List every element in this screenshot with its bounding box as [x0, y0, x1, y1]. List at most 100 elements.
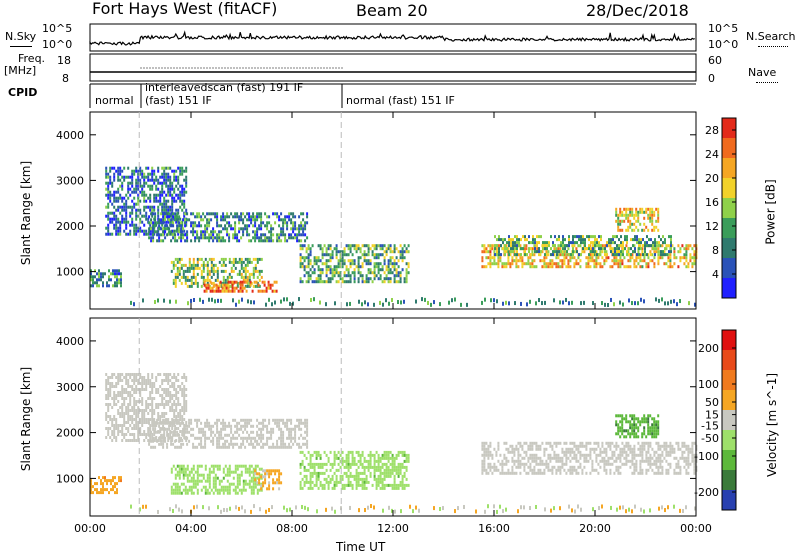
- echo-cell: [347, 480, 350, 484]
- echo-cell: [135, 178, 138, 182]
- echo-cell: [148, 421, 151, 425]
- noise-cell: [643, 299, 645, 304]
- echo-cell: [353, 247, 356, 251]
- echo-cell: [343, 471, 346, 475]
- echo-cell: [123, 397, 126, 400]
- echo-cell: [670, 241, 672, 245]
- echo-cell: [178, 476, 181, 480]
- echo-cell: [147, 397, 150, 400]
- echo-cell: [655, 250, 658, 254]
- echo-cell: [244, 427, 247, 431]
- echo-cell: [131, 220, 134, 224]
- echo-cell: [309, 486, 312, 490]
- echo-cell: [177, 208, 180, 212]
- echo-cell: [278, 481, 281, 485]
- noise-cell: [325, 302, 327, 307]
- echo-cell: [161, 181, 164, 185]
- echo-cell: [231, 283, 234, 287]
- echo-cell: [375, 459, 378, 463]
- echo-cell: [244, 470, 247, 474]
- echo-cell: [664, 253, 666, 257]
- echo-cell: [539, 253, 542, 257]
- echo-cell: [123, 412, 126, 415]
- echo-cell: [163, 388, 166, 391]
- echo-cell: [635, 225, 638, 229]
- echo-cell: [660, 250, 662, 254]
- echo-cell: [379, 465, 382, 469]
- echo-cell: [609, 447, 612, 451]
- echo-cell: [296, 236, 299, 240]
- echo-cell: [238, 488, 241, 492]
- echo-cell: [178, 257, 181, 261]
- echo-cell: [137, 214, 140, 218]
- echo-cell: [178, 421, 181, 425]
- echo-cell: [244, 418, 247, 422]
- echo-cell: [116, 491, 118, 495]
- echo-cell: [244, 436, 247, 440]
- echo-cell: [196, 266, 199, 270]
- echo-cell: [150, 239, 153, 243]
- echo-cell: [133, 391, 136, 394]
- echo-cell: [127, 409, 130, 412]
- echo-cell: [347, 271, 350, 275]
- echo-cell: [315, 256, 318, 260]
- echo-cell: [369, 247, 372, 251]
- echo-cell: [507, 468, 510, 472]
- echo-cell: [107, 217, 110, 221]
- echo-cell: [305, 271, 308, 275]
- echo-cell: [129, 214, 132, 218]
- echo-cell: [589, 447, 592, 451]
- echo-cell: [397, 462, 400, 466]
- echo-cell: [137, 169, 140, 173]
- echo-cell: [377, 256, 380, 260]
- echo-cell: [175, 415, 178, 418]
- echo-cell: [498, 247, 500, 251]
- echo-cell: [401, 253, 404, 257]
- echo-cell: [303, 244, 306, 248]
- echo-band: [90, 269, 122, 288]
- echo-cell: [530, 247, 532, 251]
- echo-cell: [270, 472, 273, 476]
- echo-cell: [185, 208, 188, 212]
- echo-cell: [150, 227, 153, 231]
- echo-cell: [190, 224, 193, 228]
- echo-cell: [367, 468, 370, 472]
- echo-cell: [504, 238, 506, 242]
- echo-cell: [139, 211, 142, 215]
- echo-cell: [553, 441, 556, 445]
- echo-cell: [585, 265, 588, 269]
- echo-cell: [141, 418, 144, 421]
- echo-cell: [240, 427, 243, 431]
- echo-cell: [226, 221, 229, 225]
- echo-cell: [621, 210, 624, 214]
- echo-cell: [573, 444, 576, 448]
- echo-cell: [645, 262, 648, 266]
- echo-cell: [157, 415, 160, 418]
- echo-cell: [632, 238, 634, 242]
- echo-cell: [160, 212, 163, 216]
- echo-cell: [321, 247, 324, 251]
- echo-cell: [135, 226, 138, 230]
- echo-cell: [202, 236, 205, 240]
- echo-cell: [584, 241, 586, 245]
- echo-cell: [634, 235, 636, 239]
- echo-cell: [260, 473, 263, 477]
- echo-cell: [489, 259, 492, 263]
- echo-cell: [397, 259, 400, 263]
- echo-cell: [177, 373, 180, 376]
- echo-cell: [401, 268, 404, 272]
- echo-cell: [523, 441, 526, 445]
- echo-cell: [317, 453, 320, 457]
- echo-cell: [159, 190, 162, 194]
- echo-cell: [385, 471, 388, 475]
- echo-cell: [113, 226, 116, 230]
- echo-cell: [186, 430, 189, 434]
- echo-cell: [313, 280, 316, 284]
- echo-cell: [190, 485, 193, 489]
- echo-cell: [329, 468, 332, 472]
- echo-cell: [379, 480, 382, 484]
- echo-cell: [399, 468, 402, 472]
- echo-cell: [222, 442, 225, 446]
- echo-cell: [117, 232, 120, 236]
- echo-cell: [306, 442, 309, 446]
